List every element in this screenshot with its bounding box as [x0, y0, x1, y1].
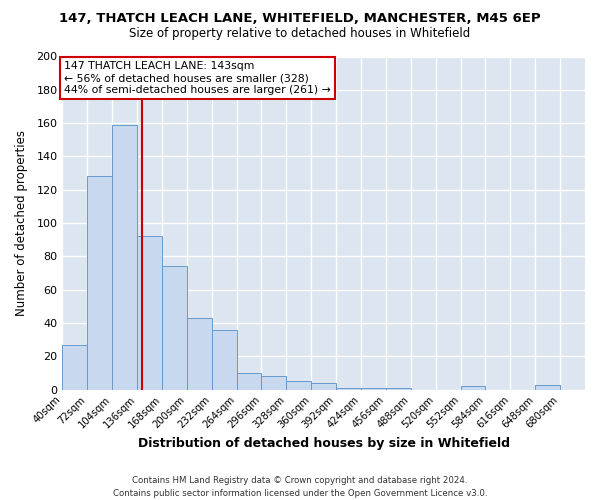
Bar [162, 266, 187, 390]
Text: 147, THATCH LEACH LANE, WHITEFIELD, MANCHESTER, M45 6EP: 147, THATCH LEACH LANE, WHITEFIELD, MANC… [59, 12, 541, 26]
Bar [336, 388, 361, 390]
Y-axis label: Number of detached properties: Number of detached properties [15, 130, 28, 316]
Bar [62, 344, 87, 390]
Bar [286, 381, 311, 390]
X-axis label: Distribution of detached houses by size in Whitefield: Distribution of detached houses by size … [137, 437, 509, 450]
Bar [386, 388, 411, 390]
Text: 147 THATCH LEACH LANE: 143sqm
← 56% of detached houses are smaller (328)
44% of : 147 THATCH LEACH LANE: 143sqm ← 56% of d… [64, 62, 331, 94]
Text: Contains HM Land Registry data © Crown copyright and database right 2024.
Contai: Contains HM Land Registry data © Crown c… [113, 476, 487, 498]
Bar [461, 386, 485, 390]
Bar [361, 388, 386, 390]
Bar [137, 236, 162, 390]
Bar [236, 373, 262, 390]
Bar [187, 318, 212, 390]
Bar [112, 125, 137, 390]
Bar [262, 376, 286, 390]
Bar [311, 383, 336, 390]
Bar [87, 176, 112, 390]
Bar [212, 330, 236, 390]
Text: Size of property relative to detached houses in Whitefield: Size of property relative to detached ho… [130, 28, 470, 40]
Bar [535, 384, 560, 390]
